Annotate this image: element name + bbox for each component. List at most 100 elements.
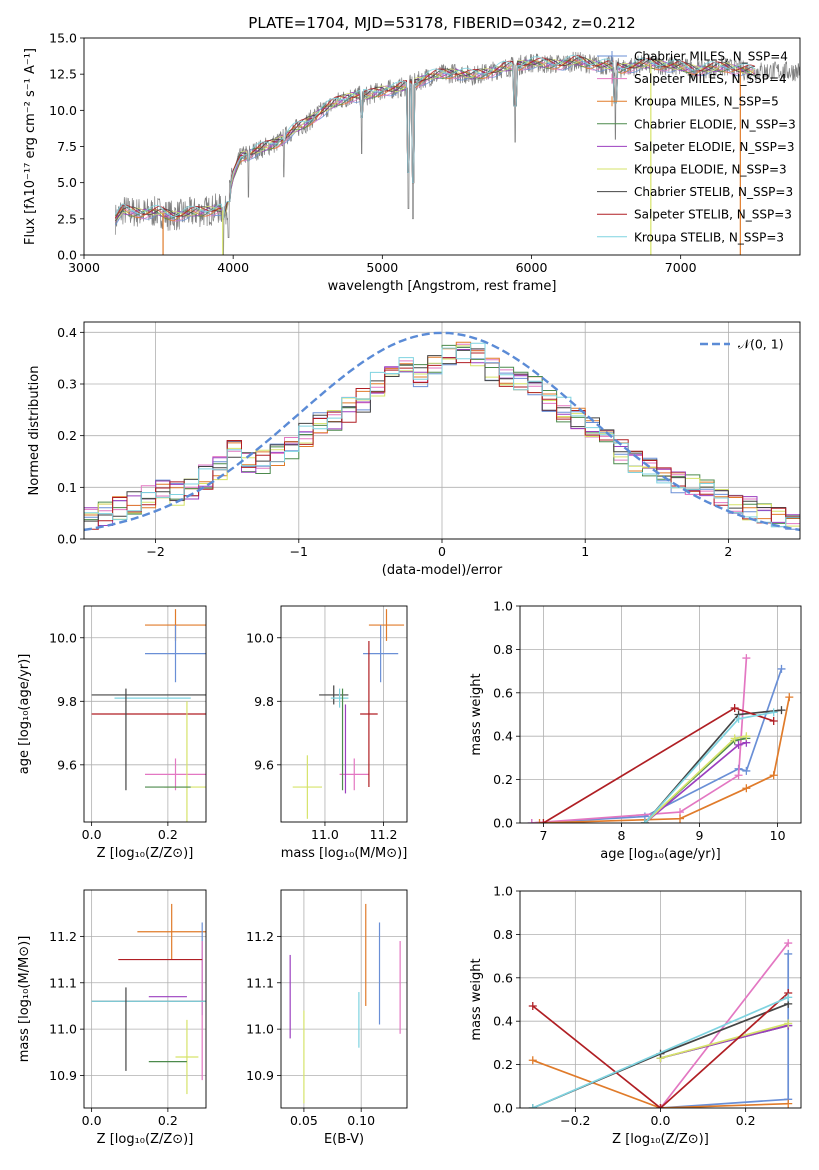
- errorbar-point-kroupa_miles: [368, 609, 405, 641]
- legend-label: Kroupa MILES, N_SSP=5: [634, 95, 779, 109]
- axes-frame: [83, 37, 801, 256]
- y-tick-label: 10.9: [49, 1068, 77, 1083]
- weight-marker-kroupa_miles: [742, 784, 751, 793]
- errorbar-point-kroupa_stelib: [330, 688, 349, 708]
- axes-frame: [83, 889, 207, 1109]
- x-tick-label: 0.0: [82, 827, 102, 842]
- errorbar-point-kroupa_elodie: [175, 1019, 199, 1095]
- x-tick-label: 5000: [366, 260, 398, 275]
- spectrum-lines: [114, 51, 800, 255]
- weight-marker-chabrier_stelib: [777, 706, 786, 715]
- panel-weight-z: −0.2 0.0 0.2 0.0 0.2 0.4 0.6 0.8 1.0 Z [log₁₀(Z/Z…: [469, 884, 802, 1147]
- y-tick-label: 10.9: [246, 1068, 274, 1083]
- y-tick-label: 10.0: [246, 630, 274, 645]
- x-tick-label: 1: [581, 544, 589, 559]
- legend: 𝒩(0, 1): [700, 337, 784, 352]
- axes-frame: [280, 889, 408, 1109]
- weight-marker-kroupa_stelib: [734, 714, 743, 723]
- errorbar-point-kroupa_elodie: [292, 755, 323, 819]
- weight-marker-salpeter_stelib: [730, 703, 739, 712]
- panel-age-z: 0.0 0.2 9.6 9.8 10.0 Z [log₁₀(Z/Z⊙)] age [log₁…: [17, 605, 207, 861]
- x-axis-label: Z [log₁₀(Z/Z⊙)]: [612, 1132, 709, 1147]
- y-tick-label: 0.0: [57, 248, 77, 263]
- x-tick-label: −2: [146, 544, 164, 559]
- x-axis-label: age [log₁₀(age/yr)]: [600, 847, 721, 862]
- weight-marker-kroupa_elodie: [730, 734, 739, 743]
- legend-label: Salpeter ELODIE, N_SSP=3: [634, 140, 795, 154]
- y-tick-label: 2.5: [57, 211, 77, 226]
- weight-marker-kroupa_miles: [785, 693, 794, 702]
- y-tick-label: 11.0: [49, 1022, 77, 1037]
- axes-frame: [83, 605, 207, 823]
- plot-area: Chabrier MILES, N_SSP=4 Salpeter MILES, N…: [114, 50, 800, 255]
- y-tick-label: 1.0: [493, 884, 513, 899]
- y-tick-label: 0.4: [493, 729, 513, 744]
- panel-age-mass: 11.0 11.2 9.6 9.8 10.0 mass [log₁₀(M/M⊙)]: [246, 605, 408, 861]
- errorbars: [91, 609, 206, 822]
- x-tick-label: 10: [770, 828, 786, 843]
- x-tick-label: 0: [438, 544, 446, 559]
- panel-weight-age: 7 8 9 10 0.0 0.2 0.4 0.6 0.8 1.0 age [log₁₀(age/yr…: [469, 599, 802, 862]
- panel-mass-z: 0.0 0.2 10.9 11.0 11.1 11.2 Z [log₁₀(Z/Z⊙)] mas…: [17, 889, 207, 1147]
- y-axis-label: mass weight: [469, 673, 484, 755]
- y-tick-label: 9.6: [57, 757, 77, 772]
- model-spectrum-kroupa_stelib: [114, 54, 756, 220]
- errorbars: [289, 903, 401, 1104]
- y-tick-label: 0.8: [493, 927, 513, 942]
- x-tick-label: 11.2: [370, 827, 398, 842]
- y-tick-label: 11.0: [246, 1022, 274, 1037]
- weight-lines: [528, 939, 793, 1108]
- y-tick-label: 0.0: [57, 532, 77, 547]
- x-tick-label: 7: [539, 828, 547, 843]
- errorbars: [292, 609, 405, 819]
- weight-marker-salpeter_miles: [527, 819, 536, 823]
- weight-marker-kroupa_miles: [528, 1056, 537, 1065]
- x-axis-label: Z [log₁₀(Z/Z⊙)]: [97, 846, 194, 861]
- weight-marker-salpeter_stelib: [528, 1002, 537, 1011]
- x-tick-label: −0.2: [560, 1113, 590, 1128]
- y-axis-label: age [log₁₀(age/yr)]: [17, 654, 32, 775]
- weight-marker-salpeter_miles: [742, 654, 751, 663]
- weight-line-kroupa_miles: [532, 1059, 789, 1108]
- panel-mass-ebv: 0.05 0.10 10.9 11.0 11.1 11.2 E(B-V): [246, 889, 408, 1147]
- weight-line-kroupa_stelib: [532, 996, 789, 1108]
- y-axis-label: Flux [fλ10⁻¹⁷ erg cm⁻² s⁻¹ A⁻¹]: [23, 48, 38, 245]
- weight-marker-chabrier_miles: [742, 766, 751, 775]
- x-tick-label: 2: [724, 544, 732, 559]
- y-tick-label: 0.0: [493, 816, 513, 831]
- axes-frame: [280, 605, 408, 823]
- axes-frame: [519, 605, 802, 824]
- panel-spectrum: 3000 4000 5000 6000 7000 0.0 2.5 5.0 7.5 10.0 12.5…: [23, 31, 801, 294]
- panel-residuals: −2 −1 0 1 2 0.0 0.1 0.2 0.3 0.4 (data-model)/error…: [27, 321, 801, 578]
- legend-label: Chabrier MILES, N_SSP=4: [634, 50, 788, 64]
- y-tick-label: 0.2: [57, 428, 77, 443]
- weight-marker-kroupa_miles: [676, 814, 685, 823]
- legend-label: Kroupa STELIB, N_SSP=3: [634, 230, 784, 244]
- x-tick-label: 8: [617, 828, 625, 843]
- errorbar-point-kroupa_miles: [137, 903, 206, 960]
- gaussian-curve: [84, 331, 800, 532]
- weight-marker-salpeter_stelib: [656, 1104, 665, 1108]
- x-axis-label: Z [log₁₀(Z/Z⊙)]: [97, 1132, 194, 1147]
- x-tick-label: 0.0: [651, 1113, 671, 1128]
- x-tick-label: 6000: [516, 260, 548, 275]
- y-tick-label: 7.5: [57, 139, 77, 154]
- x-axis-label: wavelength [Angstrom, rest frame]: [328, 279, 557, 294]
- plot-area: [292, 609, 405, 819]
- weight-marker-chabrier_miles: [784, 949, 793, 958]
- errorbar-point-chabrier_stelib: [319, 685, 349, 705]
- errorbars: [91, 903, 206, 1095]
- x-tick-label: 0.2: [158, 1113, 178, 1128]
- y-tick-label: 0.0: [493, 1101, 513, 1116]
- x-tick-label: 0.10: [347, 1113, 375, 1128]
- x-tick-label: 4000: [217, 260, 249, 275]
- weight-marker-kroupa_miles: [784, 1099, 793, 1108]
- weight-marker-salpeter_stelib: [769, 717, 778, 726]
- y-tick-label: 9.8: [254, 694, 274, 709]
- legend-label: Salpeter MILES, N_SSP=4: [634, 72, 787, 86]
- errorbar-point-salpeter_miles: [145, 758, 206, 791]
- y-tick-label: 0.4: [493, 1014, 513, 1029]
- x-tick-label: 11.0: [311, 827, 339, 842]
- legend-label: Chabrier ELODIE, N_SSP=3: [634, 117, 796, 131]
- y-tick-label: 12.5: [49, 67, 77, 82]
